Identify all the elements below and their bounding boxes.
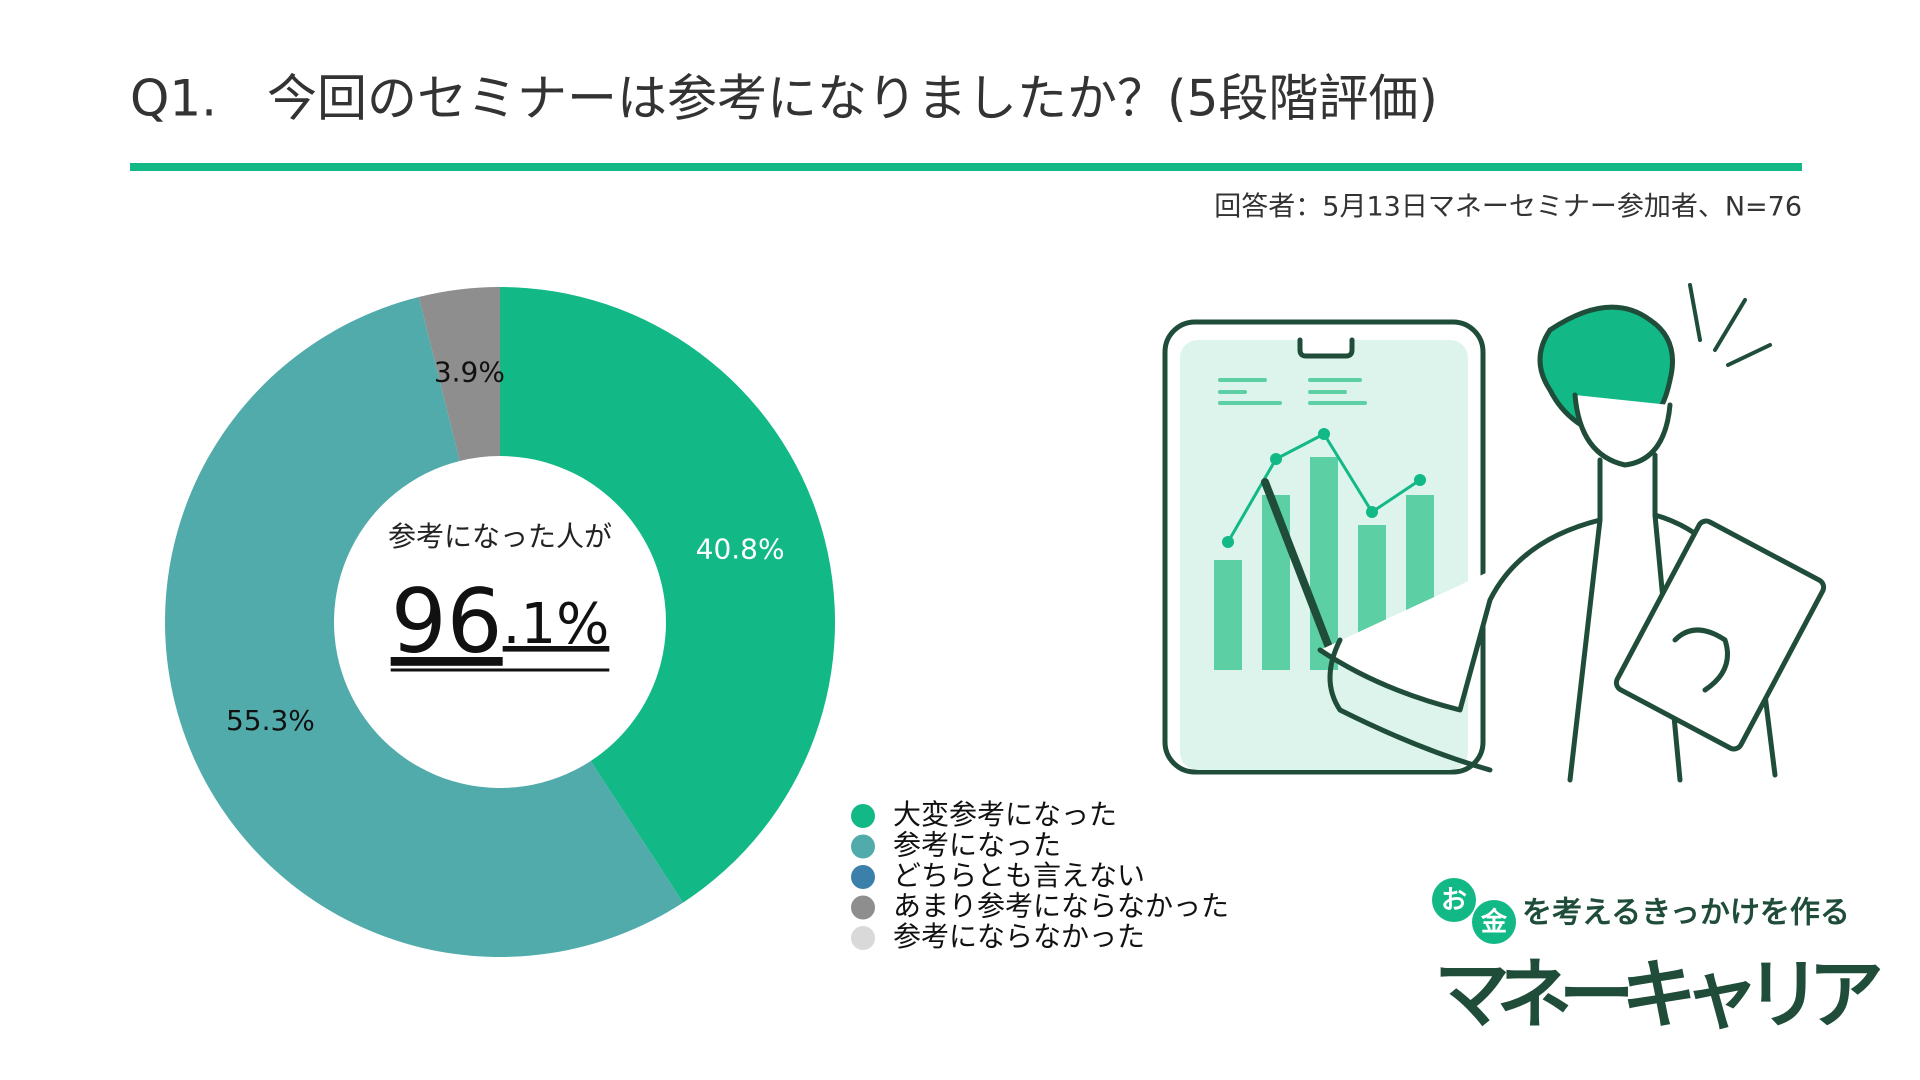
- data-label: 40.8%: [696, 533, 785, 566]
- legend-marker: [851, 926, 875, 950]
- legend-marker: [851, 865, 875, 889]
- logo-badge: [1472, 900, 1516, 944]
- center-value: 96.1%: [391, 570, 610, 673]
- logo-badge: [1432, 878, 1476, 922]
- logo-tagline: を考えるきっかけを作る: [1522, 896, 1850, 931]
- legend-label: どちらとも言えない: [893, 859, 1145, 892]
- data-label: 55.3%: [226, 704, 315, 737]
- donut-slice: [418, 287, 500, 461]
- legend-label: 大変参考になった: [893, 798, 1117, 831]
- title: Q1. 今回のセミナーは参考になりましたか？(5段階評価): [130, 70, 1438, 128]
- donut-slice: [165, 297, 684, 958]
- illustration: [1162, 283, 1827, 783]
- data-label: 3.9%: [434, 355, 505, 388]
- logo: お 金 を考えるきっかけを作る マネーキャリア: [1432, 878, 1884, 1039]
- legend-marker: [851, 895, 875, 920]
- logo-badge-text: 金: [1480, 907, 1508, 938]
- legend-label: 参考にならなかった: [893, 920, 1145, 953]
- center-caption: 参考になった人が: [388, 520, 612, 553]
- donut-chart: 40.8% 55.3% 3.9% 参考になった人が 96.1%: [165, 287, 835, 958]
- title-rule: [130, 163, 1802, 171]
- legend-marker: [851, 834, 875, 859]
- logo-name: マネーキャリア: [1434, 950, 1884, 1039]
- logo-badge-text: お: [1441, 886, 1467, 916]
- legend-label: 参考になった: [893, 829, 1061, 862]
- subtitle: 回答者：5月13日マネーセミナー参加者、N=76: [1214, 192, 1802, 223]
- legend-label: あまり参考にならなかった: [893, 890, 1229, 923]
- legend-marker: [851, 804, 875, 828]
- legend: 大変参考になった参考になったどちらとも言えないあまり参考にならなかった参考になら…: [851, 798, 1229, 953]
- donut-slice: [500, 287, 835, 903]
